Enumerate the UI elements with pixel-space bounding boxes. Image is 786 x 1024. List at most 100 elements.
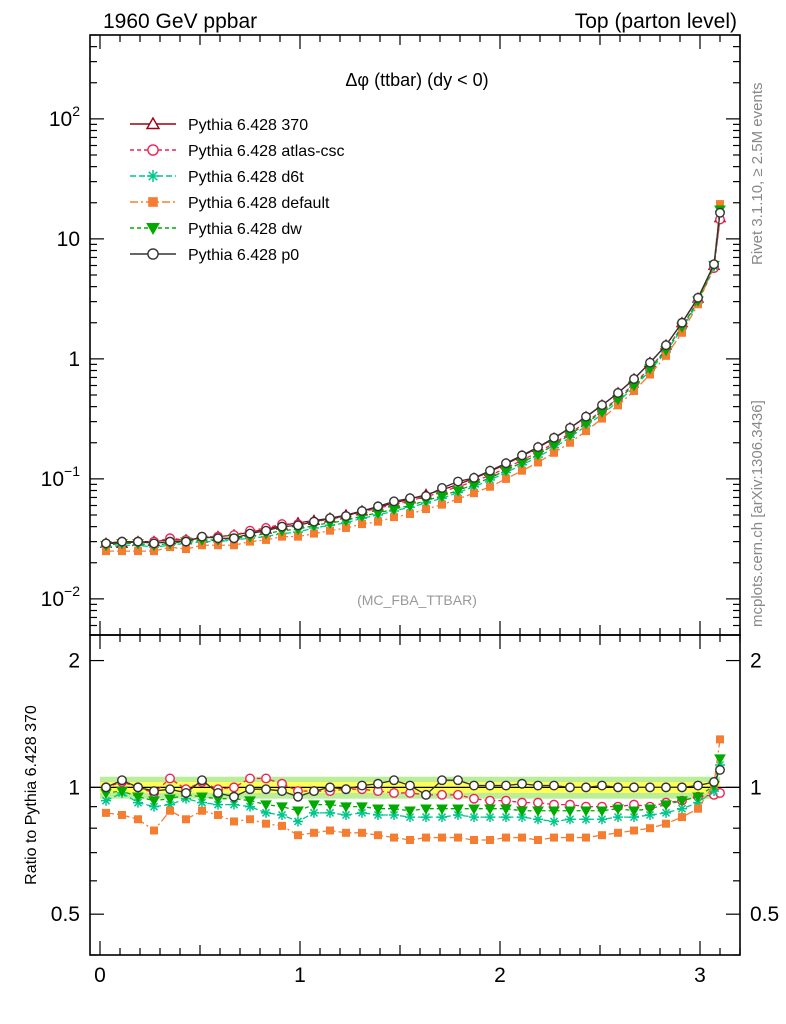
data-point-p0 xyxy=(453,476,463,487)
ratio-point-dw xyxy=(436,804,448,815)
data-point-default xyxy=(342,523,350,532)
ratio-y-tick-label-right: 0.5 xyxy=(750,903,779,926)
ratio-point-default xyxy=(646,824,654,833)
ratio-point-dw xyxy=(644,804,656,815)
ratio-point-dw xyxy=(372,804,384,815)
data-point-default xyxy=(534,458,542,467)
ratio-y-tick-label: 1 xyxy=(68,776,80,799)
ratio-point-dw xyxy=(714,754,726,765)
legend-marker xyxy=(145,116,161,130)
data-point-p0 xyxy=(197,531,207,542)
ratio-point-p0 xyxy=(437,775,447,786)
y-tick-label: 10−1 xyxy=(41,463,81,491)
ratio-point-default xyxy=(694,804,702,813)
data-point-p0 xyxy=(517,450,527,461)
data-point-default xyxy=(550,448,558,457)
ratio-point-atlas xyxy=(437,789,447,800)
ratio-point-p0 xyxy=(405,780,415,791)
data-point-p0 xyxy=(661,340,671,351)
data-point-default xyxy=(182,545,190,554)
ratio-point-default xyxy=(278,821,286,830)
ratio-point-p0 xyxy=(501,780,511,791)
ratio-point-default xyxy=(550,833,558,842)
ratio-point-dw xyxy=(340,802,352,813)
ratio-point-default xyxy=(534,836,542,845)
ratio-point-default xyxy=(406,836,414,845)
ratio-point-p0 xyxy=(709,777,719,787)
ratio-point-dw xyxy=(484,804,496,815)
ratio-point-d6t-stroke xyxy=(597,815,607,824)
ratio-point-default xyxy=(598,831,606,840)
ratio-point-atlas xyxy=(501,795,511,806)
ratio-point-dw xyxy=(260,800,272,811)
ratio-panel: 0.5 0.5 1 1 2 2 0 1 2 3 Ratio to Pythia 6.428 370 xyxy=(23,634,779,987)
data-point-p0 xyxy=(645,357,655,368)
ratio-point-d6t-stroke xyxy=(613,813,623,822)
ratio-point-p0 xyxy=(373,778,383,789)
ratio-point-dw xyxy=(244,796,256,807)
ratio-point-default xyxy=(246,815,254,824)
data-point-default xyxy=(374,517,382,526)
series-p0 xyxy=(101,207,725,549)
plot-title: Δφ (ttbar) (dy < 0) xyxy=(345,70,488,90)
ratio-point-p0 xyxy=(309,786,319,797)
ratio-point-default xyxy=(716,735,724,744)
legend-label: Pythia 6.428 default xyxy=(188,195,330,212)
ratio-point-dw xyxy=(164,794,176,805)
ratio-point-default xyxy=(566,833,574,842)
ratio-point-default xyxy=(198,806,206,815)
header-right: Top (parton level) xyxy=(575,10,737,33)
series-line-atlas xyxy=(105,219,721,545)
ratio-point-dw xyxy=(404,806,416,817)
ratio-y-tick-label-right: 2 xyxy=(750,650,762,673)
ratio-point-default xyxy=(310,828,318,837)
legend-item-default: Pythia 6.428 default xyxy=(130,195,330,212)
x-tick-label: 1 xyxy=(294,964,306,987)
ratio-point-d6t-stroke xyxy=(485,813,495,822)
data-point-p0 xyxy=(501,458,511,469)
ratio-point-d6t xyxy=(389,809,399,820)
ratio-point-p0 xyxy=(197,775,207,786)
ratio-point-p0 xyxy=(213,787,223,798)
data-point-default xyxy=(716,200,724,209)
ratio-point-p0 xyxy=(677,782,687,793)
ratio-point-default xyxy=(214,810,222,819)
ratio-point-default xyxy=(422,833,430,842)
ratio-point-p0 xyxy=(565,782,575,793)
legend-marker xyxy=(147,144,159,156)
data-point-p0 xyxy=(693,292,703,303)
ratio-point-d6t xyxy=(517,812,527,823)
ratio-point-d6t xyxy=(341,809,351,820)
ratio-point-default xyxy=(454,833,462,842)
ratio-point-d6t-stroke xyxy=(453,810,463,820)
ratio-point-dw xyxy=(676,796,688,807)
ratio-point-atlas xyxy=(245,773,255,784)
ratio-point-d6t-stroke xyxy=(645,810,655,820)
ratio-point-d6t-stroke xyxy=(309,808,319,817)
ratio-point-default xyxy=(518,833,526,842)
ratio-line-atlas xyxy=(105,777,721,808)
ratio-point-d6t xyxy=(501,812,511,823)
ratio-point-d6t-stroke xyxy=(437,813,447,822)
data-point-p0 xyxy=(581,411,591,422)
ratio-point-default xyxy=(582,833,590,842)
data-point-default xyxy=(134,547,142,556)
ratio-point-default xyxy=(502,833,510,842)
ratio-point-d6t-stroke xyxy=(325,808,335,817)
data-point-p0 xyxy=(629,374,639,384)
ratio-point-default xyxy=(134,815,142,824)
legend-label: Pythia 6.428 370 xyxy=(188,117,308,134)
ratio-point-p0 xyxy=(181,787,191,798)
ratio-point-d6t-stroke xyxy=(533,815,543,824)
ratio-point-dw xyxy=(148,796,160,807)
ratio-y-tick-label: 0.5 xyxy=(51,903,80,926)
legend-item-p0: Pythia 6.428 p0 xyxy=(130,247,299,264)
ratio-point-atlas xyxy=(165,773,175,784)
legend-item-d6t: Pythia 6.428 d6t xyxy=(130,169,304,186)
ratio-point-default xyxy=(470,836,478,845)
ratio-point-p0 xyxy=(277,786,287,797)
ratio-point-d6t-stroke xyxy=(373,810,383,820)
ratio-point-default xyxy=(374,831,382,840)
ratio-point-default xyxy=(326,826,334,835)
ratio-point-atlas xyxy=(453,789,463,800)
